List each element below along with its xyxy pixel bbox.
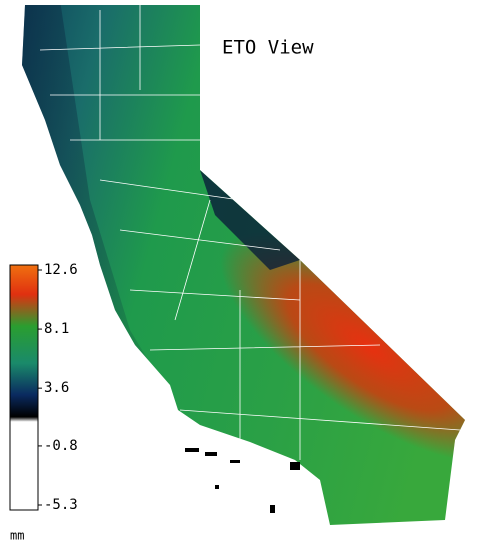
legend-unit: mm <box>10 529 24 543</box>
islands <box>185 448 300 513</box>
legend-tick-label: -0.8 <box>44 438 78 454</box>
map-title: ETO View <box>222 37 314 59</box>
legend-colorbar <box>9 264 39 511</box>
legend-tick-label: 8.1 <box>44 321 69 337</box>
legend-tick-label: 12.6 <box>44 262 78 278</box>
legend-tick-label: -5.3 <box>44 497 78 513</box>
legend-tick-label: 3.6 <box>44 380 69 396</box>
